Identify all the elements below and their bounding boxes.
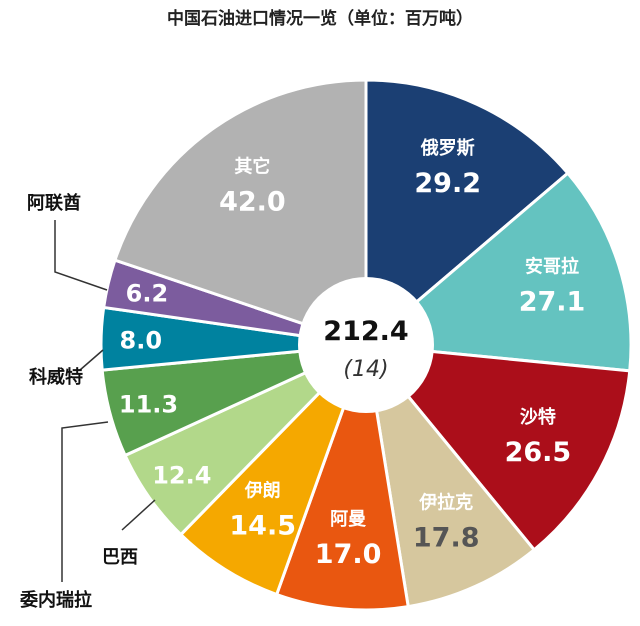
leader-line xyxy=(54,220,108,291)
slice-value-label: 14.5 xyxy=(229,510,296,541)
slice-value-label: 11.3 xyxy=(119,390,178,418)
leader-line xyxy=(61,421,109,582)
pie-slices xyxy=(99,78,633,612)
slice-category-label: 伊拉克 xyxy=(418,492,473,514)
pie-slice xyxy=(362,343,632,552)
leader-line xyxy=(121,499,156,531)
slice-value-label: 26.5 xyxy=(505,437,572,468)
slice-value-label: 8.0 xyxy=(120,327,163,355)
slice-category-label: 科威特 xyxy=(29,366,83,388)
slice-category-label: 其它 xyxy=(234,156,270,178)
pie-slice xyxy=(178,343,368,597)
slice-category-label: 委内瑞拉 xyxy=(19,589,92,611)
slice-category-label: 阿曼 xyxy=(330,509,366,530)
slice-value-label: 12.4 xyxy=(152,462,211,490)
slice-category-label: 沙特 xyxy=(520,406,556,428)
slice-value-label: 42.0 xyxy=(219,187,286,218)
slice-value-label: 6.2 xyxy=(126,280,169,308)
slice-value-label: 17.8 xyxy=(413,523,480,554)
slice-category-label: 安哥拉 xyxy=(525,256,579,278)
leader-line xyxy=(79,349,104,371)
chart-title: 中国石油进口情况一览（单位：百万吨） xyxy=(167,8,473,29)
center-hole xyxy=(298,277,434,413)
slice-category-label: 阿联酋 xyxy=(27,192,81,214)
leader-lines xyxy=(54,220,156,582)
pie-slice xyxy=(113,78,368,348)
center-subtitle: (14) xyxy=(343,357,388,382)
slice-category-label: 伊朗 xyxy=(244,479,281,501)
pie-slice xyxy=(364,78,570,349)
slice-category-label: 俄罗斯 xyxy=(420,137,475,159)
pie-slice xyxy=(363,339,537,609)
slice-value-label: 27.1 xyxy=(519,287,586,318)
slice-labels: 俄罗斯 29.2 安哥拉 27.1 沙特 26.5 伊拉克 17.8 阿曼 17.0 伊朗 14.5 1… xyxy=(19,137,585,611)
center-total: 212.4 xyxy=(323,316,408,347)
slice-value-label: 29.2 xyxy=(414,168,481,199)
slice-value-label: 17.0 xyxy=(315,539,382,570)
pie-slice xyxy=(362,171,633,373)
slice-category-label: 巴西 xyxy=(102,547,138,568)
